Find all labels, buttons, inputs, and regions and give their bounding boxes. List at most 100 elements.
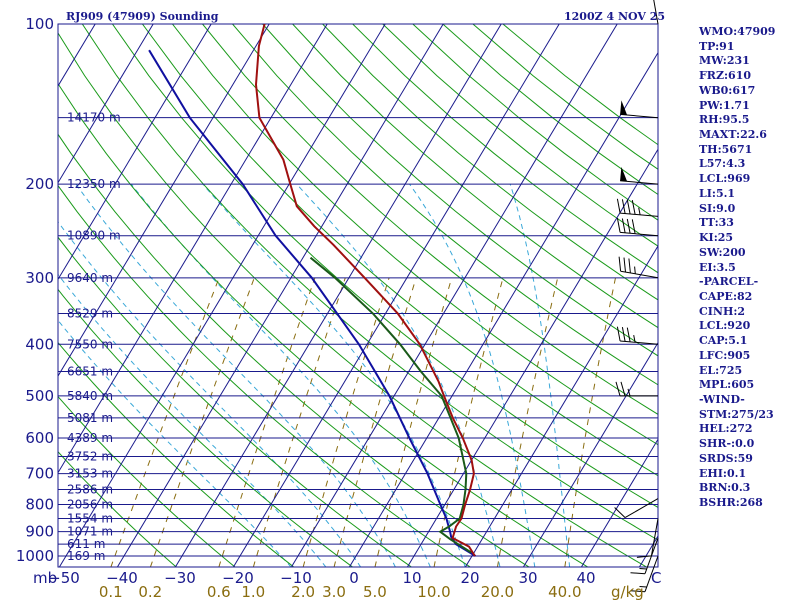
barb-flag xyxy=(621,327,626,342)
temperature-tick-label: −20 xyxy=(222,569,254,587)
barb-staff xyxy=(620,340,659,345)
dewpoint-line xyxy=(309,256,472,554)
dry-adiabat xyxy=(58,451,177,567)
mixing-ratio-lines xyxy=(110,277,616,567)
pressure-label: 200 xyxy=(25,175,54,193)
barb-staff xyxy=(653,0,659,25)
height-label: 4389 m xyxy=(67,431,113,445)
temperature-tick-label: 40 xyxy=(576,569,595,587)
barb-flag xyxy=(616,218,621,233)
barb-flag xyxy=(631,219,636,234)
isotherm xyxy=(348,51,658,567)
temperature-tick-label: 0 xyxy=(349,569,359,587)
barb-flag xyxy=(626,218,631,234)
index-item: TT:33 xyxy=(699,216,734,230)
height-label: 12350 m xyxy=(67,177,121,191)
wind-barb xyxy=(636,518,659,558)
index-item: PW:1.71 xyxy=(699,98,750,112)
index-item: CINH:2 xyxy=(699,304,746,318)
height-label: 611 m xyxy=(67,537,105,551)
dry-adiabat xyxy=(58,184,471,567)
isotherm xyxy=(464,245,658,567)
barb-half-flag xyxy=(639,586,647,588)
index-item: LCL:969 xyxy=(699,172,751,186)
pressure-lines xyxy=(58,23,658,557)
dry-adiabat xyxy=(141,24,658,477)
index-item: TH:5671 xyxy=(699,142,753,156)
dry-adiabat xyxy=(81,24,658,541)
barb-flag xyxy=(614,507,626,518)
barb-half-flag xyxy=(633,335,636,343)
barb-staff xyxy=(624,498,659,519)
barb-staff xyxy=(620,212,659,217)
temperature-tick-label: 20 xyxy=(460,569,479,587)
height-label: 5081 m xyxy=(67,411,113,425)
wind-barb xyxy=(615,381,658,397)
index-item: EHI:0.1 xyxy=(699,466,747,480)
barb-flag xyxy=(616,326,621,342)
index-item: -PARCEL- xyxy=(699,275,759,289)
barb-staff xyxy=(620,270,659,279)
mixing-ratio-tick-label: 10.0 xyxy=(417,583,450,600)
mixing-ratio-line xyxy=(374,277,453,567)
isotherm xyxy=(0,24,37,567)
wind-barbs xyxy=(614,0,659,593)
isotherm xyxy=(58,24,154,184)
index-item: LFC:905 xyxy=(699,348,751,362)
index-item: LCL:920 xyxy=(699,319,751,333)
height-label: 10890 m xyxy=(67,229,121,243)
height-label: 2586 m xyxy=(67,483,113,497)
moist-adiabat xyxy=(509,183,571,567)
height-label: 5840 m xyxy=(67,389,113,403)
index-item: MAXT:22.6 xyxy=(699,128,767,142)
mixing-ratio-line xyxy=(110,277,220,567)
wind-barb xyxy=(618,256,659,279)
pressure-label: 600 xyxy=(25,429,54,447)
barb-staff xyxy=(644,555,659,592)
barb-flag xyxy=(626,327,631,342)
isotherm xyxy=(58,24,386,567)
index-item: L57:4.3 xyxy=(699,157,746,171)
sounding-time: 1200Z 4 NOV 25 xyxy=(564,10,665,23)
height-label: 2056 m xyxy=(67,497,113,511)
dry-adiabats xyxy=(58,24,658,567)
temperature-line xyxy=(254,24,476,557)
isotherm xyxy=(580,438,658,567)
dry-adiabat xyxy=(262,24,658,357)
barb-flag xyxy=(630,572,646,575)
height-label: 1071 m xyxy=(67,525,113,539)
isotherm xyxy=(58,24,328,474)
index-item: WMO:47909 xyxy=(699,25,776,38)
temperature-tick-label: 10 xyxy=(402,569,421,587)
mixing-ratio-axis: g/kg 0.1 0.2 0.6 1.0 2.0 3.0 5.0 10.0 20.0 40.0 xyxy=(99,583,644,600)
index-item: MPL:605 xyxy=(699,378,755,392)
pressure-label: 100 xyxy=(25,15,54,33)
index-item: TP:91 xyxy=(699,39,735,53)
mixing-ratio-tick-label: 0.1 xyxy=(99,583,123,600)
barb-flag xyxy=(626,199,631,215)
dry-adiabat xyxy=(232,24,658,386)
dry-adiabat xyxy=(58,395,236,567)
dry-adiabat xyxy=(352,24,658,274)
barb-flag xyxy=(620,381,626,397)
mixing-ratio-line xyxy=(302,277,390,567)
wind-barb xyxy=(653,0,659,25)
dry-adiabat xyxy=(58,341,295,567)
index-item: LI:5.1 xyxy=(699,186,736,200)
wind-barb xyxy=(616,218,659,237)
barb-flag xyxy=(621,218,626,233)
dry-adiabat xyxy=(172,24,658,446)
height-label: 3752 m xyxy=(67,450,113,464)
pressure-label: 400 xyxy=(25,335,54,353)
mixing-ratio-line xyxy=(149,277,255,567)
height-label: 14170 m xyxy=(67,111,121,125)
mixing-ratio-line xyxy=(218,277,316,567)
isotherm xyxy=(116,24,444,567)
index-item: BSHR:268 xyxy=(699,496,763,509)
index-item: MW:231 xyxy=(699,54,750,68)
mixing-ratio-line xyxy=(564,277,616,567)
mixing-ratio-tick-label: 0.2 xyxy=(138,583,162,600)
mixing-ratio-line xyxy=(433,277,504,567)
isotherm xyxy=(406,148,658,567)
index-item: RH:95.5 xyxy=(699,113,750,127)
